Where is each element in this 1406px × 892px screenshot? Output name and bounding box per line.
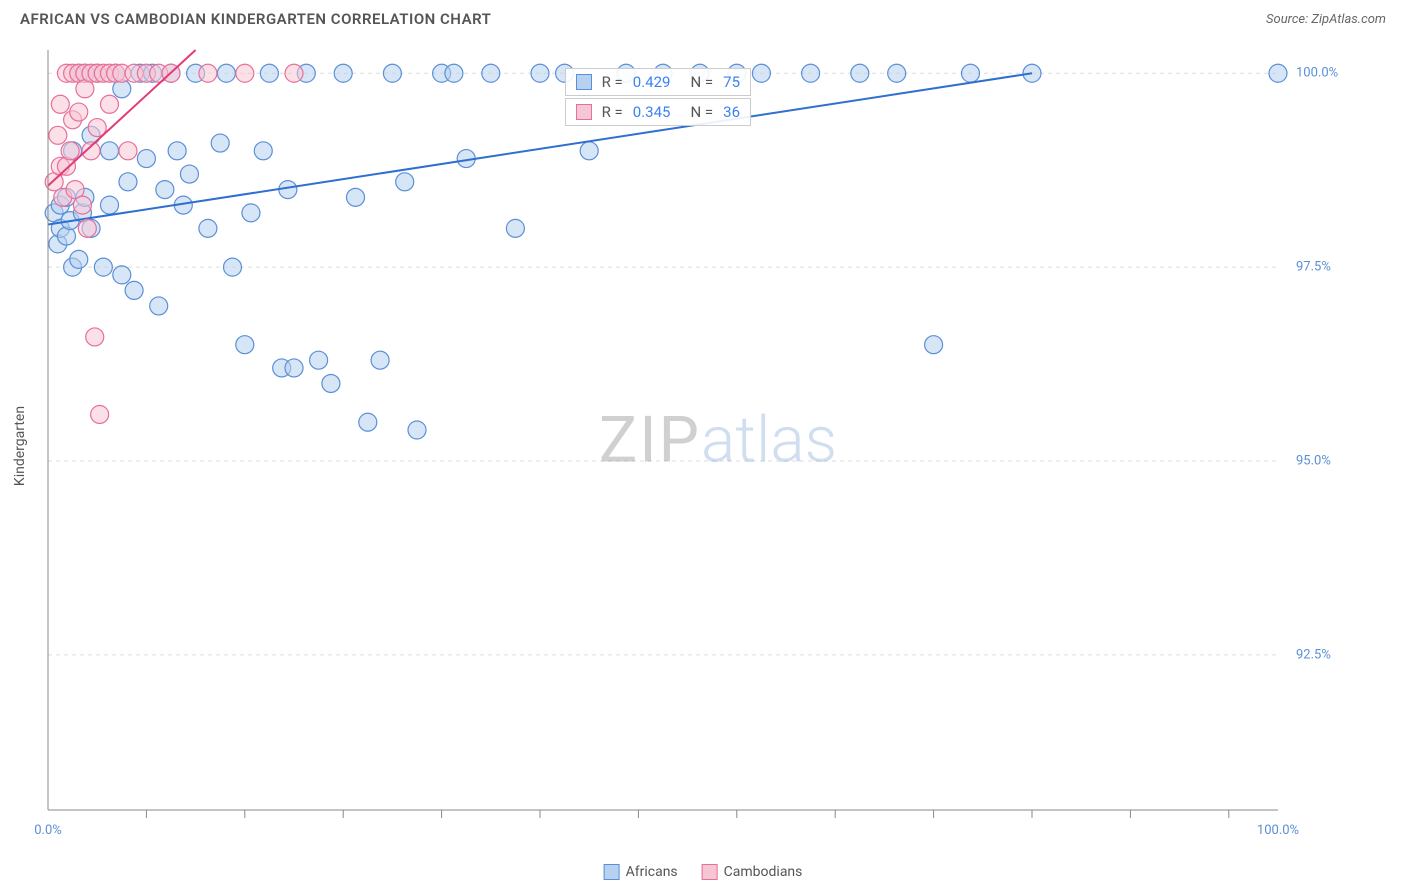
y-tick-label: 100.0%: [1296, 66, 1338, 81]
x-tick-min: 0.0%: [34, 823, 62, 838]
corr-n-value: 75: [723, 73, 740, 91]
corr-swatch: [576, 74, 592, 90]
y-axis-label: Kindergarten: [12, 406, 28, 486]
x-tick-max: 100.0%: [1257, 823, 1299, 838]
corr-swatch: [576, 104, 592, 120]
legend-item-africans: Africans: [604, 864, 678, 880]
chart-area: ZIPatlas 92.5%95.0%97.5%100.0% R = 0.429…: [48, 50, 1388, 830]
y-tick-label: 95.0%: [1296, 454, 1331, 469]
legend-label-cambodians: Cambodians: [724, 864, 803, 880]
legend: Africans Cambodians: [604, 864, 803, 880]
corr-n-value: 36: [723, 103, 740, 121]
y-tick-label: 92.5%: [1296, 647, 1331, 662]
source-label: Source: ZipAtlas.com: [1266, 12, 1386, 27]
legend-swatch-cambodians: [702, 864, 718, 880]
corr-r-label: R =: [602, 103, 623, 121]
correlation-box-cambodians: R = 0.345 N = 36: [565, 98, 751, 126]
legend-item-cambodians: Cambodians: [702, 864, 803, 880]
corr-n-label: N =: [690, 103, 713, 121]
y-tick-label: 97.5%: [1296, 260, 1331, 275]
corr-r-value: 0.429: [633, 73, 671, 91]
legend-label-africans: Africans: [626, 864, 678, 880]
legend-swatch-africans: [604, 864, 620, 880]
scatter-plot: [48, 50, 1278, 810]
corr-r-label: R =: [602, 73, 623, 91]
chart-title: AFRICAN VS CAMBODIAN KINDERGARTEN CORREL…: [20, 10, 491, 28]
corr-r-value: 0.345: [633, 103, 671, 121]
correlation-box-africans: R = 0.429 N = 75: [565, 68, 751, 96]
corr-n-label: N =: [690, 73, 713, 91]
